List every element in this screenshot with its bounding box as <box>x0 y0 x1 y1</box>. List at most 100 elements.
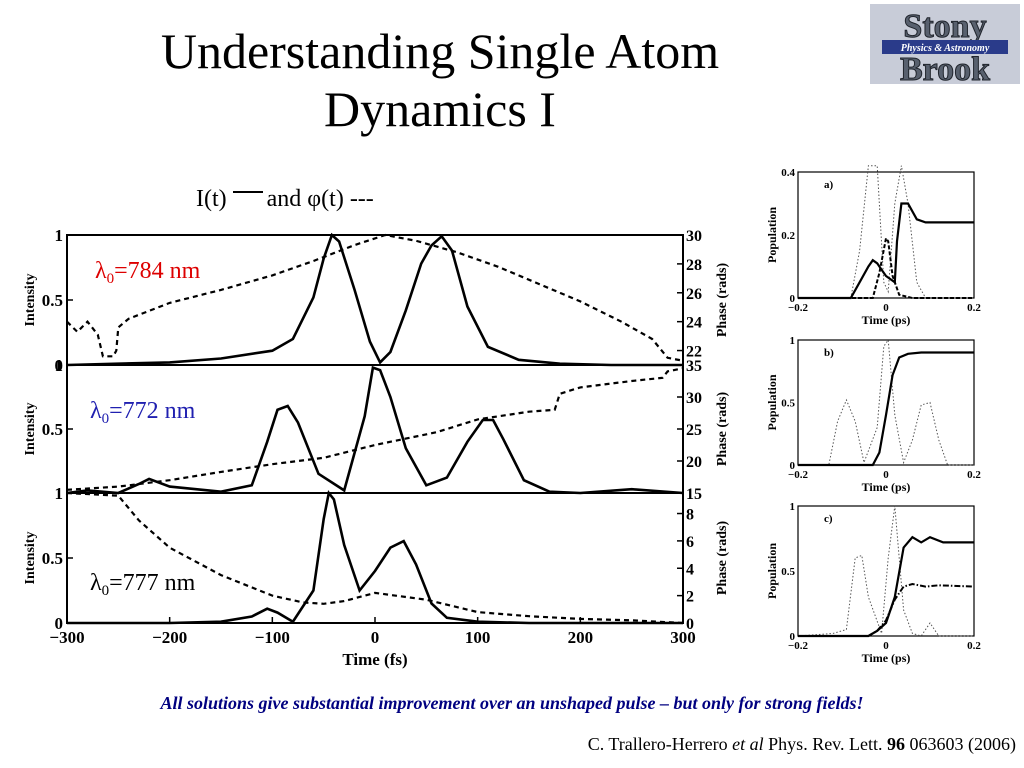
right-tick-label: 6 <box>686 534 694 551</box>
citation-journal: Phys. Rev. Lett. <box>768 734 883 754</box>
right-tick-label: 28 <box>686 257 702 274</box>
solid-curve <box>798 202 974 300</box>
population-x-tick: 0.2 <box>967 302 981 314</box>
population-y-tick: 0.4 <box>781 167 795 179</box>
panel-1: 1 0.5 0 30 28 26 24 22 Intensity Phase (rads) λ0=7… <box>23 226 730 375</box>
left-tick-label: 0 <box>55 356 64 375</box>
population-y-title: Population <box>765 207 779 263</box>
panel-label: b) <box>824 347 834 359</box>
x-tick-label: 0 <box>371 628 380 647</box>
intensity-axis-title: Intensity <box>23 532 38 585</box>
right-tick-label: 25 <box>686 422 702 439</box>
x-tick-label: −100 <box>255 628 290 647</box>
citation-authors: C. Trallero-Herrero <box>587 734 728 754</box>
intensity-curve <box>66 365 684 495</box>
panel-frame <box>66 234 684 366</box>
population-x-title: Time (ps) <box>862 651 911 665</box>
x-tick-label: −300 <box>49 628 84 647</box>
intensity-axis-title: Intensity <box>23 403 38 456</box>
intensity-curve <box>67 489 683 625</box>
x-tick-label: −200 <box>152 628 187 647</box>
subtitle-phase-label: and φ(t) --- <box>266 186 374 212</box>
right-tick-label: 26 <box>686 286 702 303</box>
population-y-title: Population <box>765 543 779 599</box>
right-tick-label: 22 <box>686 344 702 361</box>
right-tick-label: 15 <box>686 486 702 503</box>
population-x-title: Time (ps) <box>862 480 911 494</box>
logo-ribbon <box>882 40 1008 54</box>
right-tick-label: 30 <box>686 390 702 407</box>
x-axis-title: Time (fs) <box>342 650 407 669</box>
population-frame <box>797 171 975 299</box>
population-x-tick: −0.2 <box>788 640 809 652</box>
left-tick-label: 0.5 <box>42 291 63 310</box>
right-tick-label: 30 <box>686 228 702 245</box>
citation-volume: 96 <box>887 734 905 754</box>
population-y-tick: 0.5 <box>781 398 795 410</box>
logo-word-1: Stony <box>903 8 986 45</box>
right-tick-label: 4 <box>686 561 694 578</box>
stony-brook-logo: Stony Physics & Astronomy Brook <box>870 4 1020 84</box>
population-y-tick: 1 <box>790 335 796 347</box>
right-tick-label: 20 <box>686 454 702 471</box>
phase-axis-title: Phase (rads) <box>715 263 730 338</box>
population-frame <box>797 339 975 466</box>
intensity-curve <box>66 232 683 367</box>
right-tick-label: 0 <box>686 616 694 633</box>
phase-axis-title: Phase (rads) <box>715 521 730 596</box>
left-tick-label: 0.5 <box>42 420 63 439</box>
right-tick-label: 24 <box>686 315 702 332</box>
logo-word-2: Brook <box>900 51 990 84</box>
subtitle-intensity-label: I(t) <box>196 186 227 212</box>
population-x-tick: 0 <box>883 469 889 481</box>
wavelength-annotation: λ0=777 nm <box>90 570 196 599</box>
solid-curve <box>798 351 974 467</box>
x-tick-label: 300 <box>670 628 696 647</box>
panel-label: a) <box>824 179 834 191</box>
dotted-curve <box>797 505 974 637</box>
logo-ribbon-text: Physics & Astronomy <box>901 43 990 54</box>
intensity-axis-title: Intensity <box>23 274 38 327</box>
population-y-tick: 0.5 <box>781 566 795 578</box>
dotted-curve <box>798 165 974 299</box>
phase-curve <box>66 233 684 362</box>
right-tick-label: 2 <box>686 589 694 606</box>
left-tick-label: 0 <box>55 614 64 633</box>
left-tick-label: 1 <box>55 226 64 245</box>
population-x-title: Time (ps) <box>862 313 911 327</box>
phase-axis-title: Phase (rads) <box>715 392 730 467</box>
dashdot-curve <box>798 582 975 637</box>
left-tick-label: 1 <box>55 356 64 375</box>
population-x-tick: 0 <box>883 302 889 314</box>
phase-curve <box>66 367 684 491</box>
right-tick-label: 8 <box>686 507 694 524</box>
citation-rest: 063603 (2006) <box>909 734 1017 754</box>
population-x-tick: 0.2 <box>967 469 981 481</box>
panel-3: 1 0.5 0 8 6 4 2 0 Intensity Phase (rads) λ0=777 nm <box>23 484 730 633</box>
slide-title: Understanding Single Atom Dynamics I <box>40 22 840 138</box>
left-tick-label: 1 <box>55 484 64 503</box>
population-x-tick: 0.2 <box>967 640 981 652</box>
solid-curve <box>798 535 974 638</box>
population-y-tick: 0 <box>790 460 796 472</box>
population-x-tick: −0.2 <box>788 302 809 314</box>
citation: C. Trallero-Herrero et al Phys. Rev. Let… <box>588 734 1016 755</box>
population-y-tick: 0.2 <box>781 230 795 242</box>
population-x-tick: −0.2 <box>788 469 809 481</box>
population-frame <box>797 505 975 637</box>
right-tick-label: 35 <box>686 358 702 375</box>
population-y-title: Population <box>765 374 779 430</box>
dashed-curve <box>798 235 974 299</box>
population-x-tick: 0 <box>883 640 889 652</box>
title-line-2: Dynamics I <box>324 81 556 137</box>
legend-subtitle: I(t) and φ(t) --- <box>196 186 374 213</box>
panel-frame <box>66 492 684 624</box>
panel-frame <box>66 364 684 494</box>
wavelength-annotation: λ0=772 nm <box>90 398 196 427</box>
x-tick-label: 200 <box>568 628 594 647</box>
